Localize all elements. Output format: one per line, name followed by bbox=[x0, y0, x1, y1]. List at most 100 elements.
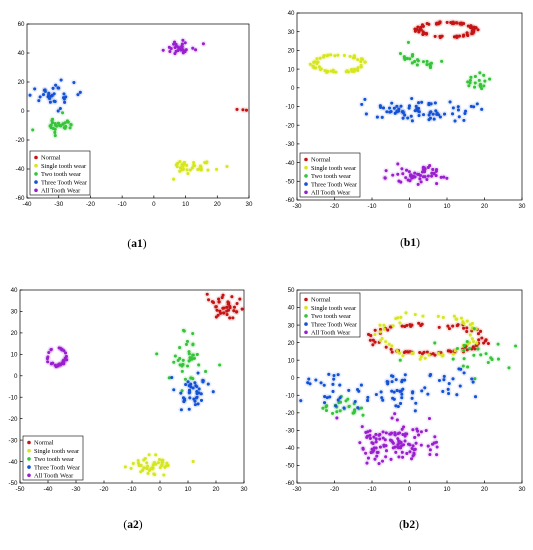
x-tick-label: -10 bbox=[368, 486, 378, 493]
data-point bbox=[191, 343, 195, 347]
y-tick-label: -20 bbox=[9, 416, 19, 423]
data-point bbox=[48, 95, 52, 99]
data-point bbox=[218, 363, 222, 367]
data-point bbox=[319, 67, 323, 71]
data-point bbox=[389, 347, 393, 351]
data-point bbox=[336, 373, 340, 377]
y-tick-label: 10 bbox=[288, 66, 295, 73]
x-tick-label: -10 bbox=[368, 203, 378, 210]
data-point bbox=[425, 350, 429, 354]
data-point bbox=[427, 22, 431, 26]
data-point bbox=[43, 89, 47, 93]
data-point bbox=[49, 123, 53, 127]
data-point bbox=[440, 34, 444, 38]
legend-marker bbox=[27, 465, 31, 469]
data-point bbox=[187, 407, 191, 411]
data-point bbox=[416, 101, 421, 105]
data-point bbox=[472, 353, 476, 357]
data-point bbox=[445, 20, 449, 24]
legend-marker bbox=[304, 297, 308, 302]
data-point bbox=[413, 409, 417, 413]
data-point bbox=[228, 316, 232, 320]
legend-marker bbox=[304, 305, 308, 310]
data-point bbox=[217, 300, 221, 304]
data-point bbox=[384, 431, 388, 435]
data-point bbox=[465, 319, 469, 323]
data-point bbox=[365, 461, 369, 465]
data-point bbox=[398, 51, 403, 56]
y-tick-label: -60 bbox=[16, 195, 26, 202]
data-point bbox=[369, 334, 373, 338]
data-point bbox=[476, 28, 480, 32]
data-point bbox=[396, 172, 400, 176]
data-point bbox=[366, 456, 370, 460]
data-point bbox=[417, 113, 421, 118]
data-point bbox=[473, 395, 478, 399]
data-point bbox=[465, 348, 469, 352]
data-point bbox=[191, 386, 195, 390]
legend-marker bbox=[27, 448, 31, 453]
data-point bbox=[448, 349, 452, 353]
data-point bbox=[469, 104, 473, 108]
y-tick-label: -30 bbox=[286, 428, 296, 435]
x-tick-label: -10 bbox=[118, 201, 128, 208]
data-point bbox=[462, 371, 466, 375]
data-point bbox=[441, 315, 445, 319]
y-tick-label: 30 bbox=[288, 322, 295, 329]
data-point bbox=[383, 438, 387, 442]
data-point bbox=[407, 104, 412, 108]
legend-marker bbox=[27, 473, 31, 478]
y-tick-label: 40 bbox=[18, 50, 25, 57]
data-point bbox=[471, 26, 475, 30]
legend-marker bbox=[34, 155, 38, 160]
data-point bbox=[332, 373, 336, 378]
data-point bbox=[64, 95, 68, 99]
data-point bbox=[390, 350, 394, 354]
data-point bbox=[378, 339, 383, 343]
data-point bbox=[413, 312, 417, 317]
data-point bbox=[406, 40, 410, 44]
data-point bbox=[146, 471, 150, 475]
data-point bbox=[456, 108, 460, 112]
data-point bbox=[388, 106, 392, 110]
data-point bbox=[401, 354, 405, 358]
data-point bbox=[417, 30, 421, 34]
data-point bbox=[37, 99, 41, 103]
data-point bbox=[181, 164, 185, 168]
data-point bbox=[420, 23, 425, 27]
data-point bbox=[457, 115, 461, 119]
data-point bbox=[462, 326, 466, 330]
data-point bbox=[338, 383, 342, 387]
data-point bbox=[52, 92, 56, 96]
data-point bbox=[465, 33, 469, 37]
x-tick-label: -20 bbox=[100, 486, 110, 493]
data-point bbox=[169, 47, 173, 51]
data-point bbox=[435, 445, 439, 449]
data-point bbox=[145, 461, 149, 465]
data-point bbox=[395, 388, 399, 392]
data-point bbox=[47, 350, 51, 355]
data-point bbox=[395, 109, 399, 113]
data-point bbox=[225, 309, 229, 313]
legend-label: Two tooth wear bbox=[311, 173, 352, 180]
data-point bbox=[391, 446, 395, 450]
data-point bbox=[360, 102, 364, 106]
data-point bbox=[450, 112, 455, 116]
data-point bbox=[55, 124, 59, 128]
data-point bbox=[331, 411, 335, 415]
legend-marker bbox=[27, 440, 31, 445]
data-point bbox=[345, 69, 349, 73]
data-point bbox=[404, 311, 408, 315]
legend-label: Single tooth wear bbox=[34, 448, 80, 455]
data-point bbox=[57, 362, 62, 366]
data-point bbox=[225, 312, 229, 317]
data-point bbox=[368, 338, 372, 342]
data-point bbox=[385, 110, 389, 114]
data-point bbox=[373, 333, 377, 337]
panel-caption: (a2) bbox=[123, 519, 142, 531]
data-point bbox=[401, 110, 405, 114]
y-tick-label: -40 bbox=[9, 459, 19, 466]
data-point bbox=[434, 167, 439, 172]
data-point bbox=[190, 166, 194, 170]
